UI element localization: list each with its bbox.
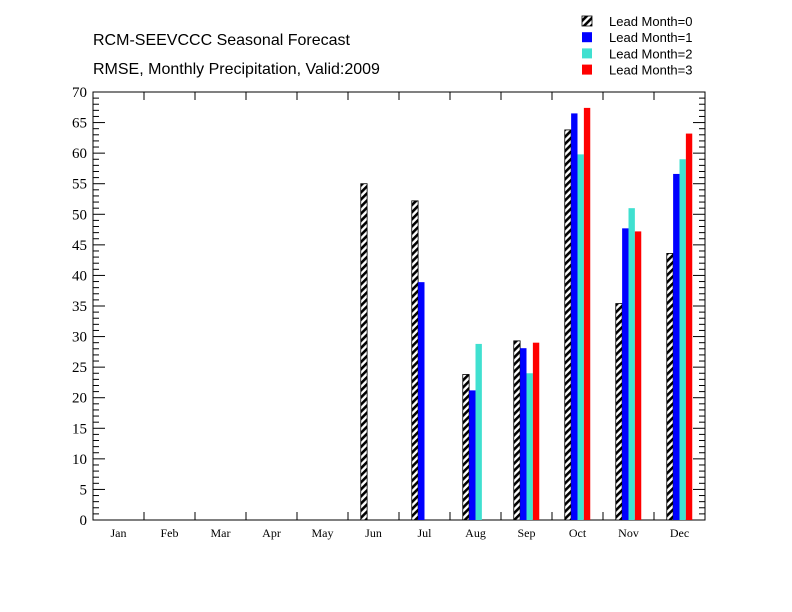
bar-jul-series-1 [418,282,425,520]
y-tick-label: 10 [72,452,87,468]
legend-label: Lead Month=1 [609,30,692,45]
bar-jul-series-0 [411,200,419,521]
bar-oct-series-2 [577,154,584,520]
bar-nov-series-3 [634,231,642,521]
x-tick-label: May [312,526,334,540]
y-tick-label: 35 [72,299,87,315]
bar-aug-series-1 [469,390,476,520]
x-tick-label: Nov [618,526,639,540]
bar-jun-series-0 [360,183,368,521]
x-tick-label: Dec [670,526,689,540]
y-tick-label: 30 [72,330,87,346]
bars [360,107,693,521]
y-tick-label: 70 [72,85,87,101]
x-tick-label: Feb [161,526,179,540]
legend-label: Lead Month=2 [609,46,692,61]
bar-dec-series-2 [679,159,686,520]
y-tick-label: 55 [72,177,87,193]
bar-dec-series-0 [666,253,674,521]
y-tick-label: 25 [72,360,87,376]
legend-swatch [582,32,592,43]
x-tick-label: Jan [111,526,127,540]
plot-frame [92,91,706,521]
bar-sep-series-0 [513,340,521,521]
x-tick-label: Oct [569,526,587,540]
bar-oct-series-1 [571,113,578,521]
x-axis: Jan Feb Mar Apr May Jun Jul Aug Sep Oct Nov Dec [92,92,689,540]
bar-nov-series-0 [615,303,623,521]
bar-dec-series-3 [685,133,693,520]
x-tick-label: Sep [518,526,536,540]
x-tick-label: Mar [211,526,231,540]
legend-swatch [582,64,592,75]
x-tick-label: Apr [262,526,281,540]
legend-label: Lead Month=0 [609,14,692,29]
chart-subtitle: RMSE, Monthly Precipitation, Valid:2009 [93,61,380,78]
y-tick-label: 45 [72,238,87,254]
legend-swatch [582,48,592,59]
bar-sep-series-2 [526,373,533,520]
bar-sep-series-3 [532,342,540,520]
y-tick-label: 65 [72,116,87,132]
y-tick-label: 50 [72,207,87,223]
bar-sep-series-1 [520,348,527,520]
y-tick-label: 40 [72,268,87,284]
x-tick-label: Aug [465,526,486,540]
legend-label: Lead Month=3 [609,63,692,78]
x-tick-label: Jun [365,526,382,540]
y-tick-label: 0 [80,513,88,529]
y-axis: 0 5 10 15 20 25 30 35 40 45 50 55 60 65 70 [72,85,705,529]
chart-title: RCM-SEEVCCC Seasonal Forecast [93,32,351,49]
bar-aug-series-0 [462,374,470,521]
y-tick-label: 20 [72,391,87,407]
x-tick-label: Jul [417,526,432,540]
bar-nov-series-2 [628,208,635,520]
bar-aug-series-2 [475,343,482,520]
bar-nov-series-1 [622,228,629,520]
y-tick-label: 15 [72,421,87,437]
y-tick-label: 60 [72,146,87,162]
bar-dec-series-1 [673,173,680,520]
legend-swatch [581,15,593,27]
bar-oct-series-0 [564,129,572,521]
bar-oct-series-3 [583,107,591,520]
y-tick-label: 5 [80,482,88,498]
